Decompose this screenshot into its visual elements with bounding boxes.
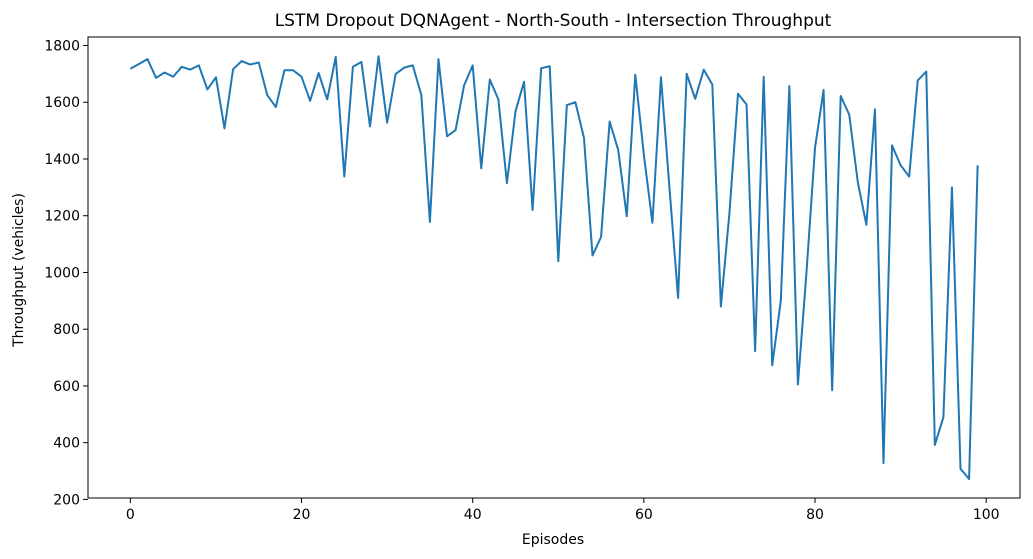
y-tick-label: 1200 <box>44 209 80 225</box>
y-tick-label: 200 <box>53 492 80 508</box>
x-tick-label: 100 <box>973 507 1000 523</box>
plot-area <box>87 36 1021 499</box>
x-axis: 0 20 40 60 80 100 <box>126 498 1000 523</box>
x-tick-label: 40 <box>464 507 482 523</box>
y-axis-label: Throughput (vehicles) <box>11 193 27 348</box>
x-axis-label: Episodes <box>522 532 584 548</box>
x-tick-label: 0 <box>126 507 135 523</box>
y-tick-label: 400 <box>53 436 80 452</box>
plot-frame <box>87 36 1021 499</box>
y-tick-label: 600 <box>53 379 80 395</box>
x-tick-label: 60 <box>635 507 653 523</box>
y-tick-label: 800 <box>53 322 80 338</box>
y-tick-label: 1400 <box>44 152 80 168</box>
y-tick-label: 1000 <box>44 265 80 281</box>
y-tick-label: 1600 <box>44 95 80 111</box>
y-tick-label: 1800 <box>44 39 80 55</box>
chart-title: LSTM Dropout DQNAgent - North-South - In… <box>275 11 832 31</box>
y-axis: 200 400 600 800 1000 1200 1400 1600 1800 <box>44 39 88 508</box>
series-line-0 <box>129 55 979 480</box>
x-tick-label: 80 <box>806 507 824 523</box>
x-tick-label: 20 <box>293 507 311 523</box>
